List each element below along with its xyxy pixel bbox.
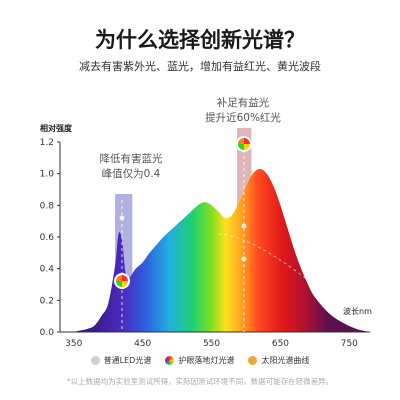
- eye-care-spectrum-dot-icon: [165, 356, 175, 365]
- legend-item-ordinary: 普通LED光谱: [90, 355, 152, 366]
- legend-label-ordinary: 普通LED光谱: [103, 356, 152, 365]
- x-tick-label: 550: [203, 339, 220, 349]
- y-tick-label: 0.2: [40, 296, 54, 306]
- legend-label-eye-care: 护眼落地灯光谱: [178, 356, 235, 365]
- ordinary-led-dot-icon: [90, 356, 100, 365]
- blue-reduction-annotation: 降低有害蓝光 峰值仅为0.4: [90, 152, 172, 182]
- y-tick-label: 0.8: [40, 201, 55, 211]
- x-axis-label: 波长nm: [343, 307, 372, 316]
- y-axis-label: 相对强度: [40, 124, 72, 133]
- x-tick-label: 450: [134, 339, 151, 349]
- y-tick-label: 0.0: [40, 328, 55, 338]
- red-boost-line1: 补足有益光: [216, 97, 270, 109]
- spectrum-area: [73, 168, 371, 332]
- chart-legend: 普通LED光谱 护眼落地灯光谱 太阳光谱曲线: [0, 355, 400, 366]
- sunlight-dot-icon: [248, 356, 258, 365]
- legend-item-sunlight: 太阳光谱曲线: [248, 355, 309, 366]
- page-subtitle: 减去有害紫外光、蓝光，增加有益红光、黄光波段: [79, 60, 321, 73]
- x-tick-label: 650: [272, 339, 289, 349]
- sample-point: [119, 215, 125, 221]
- x-tick-label: 350: [65, 339, 82, 349]
- sample-point: [241, 256, 247, 262]
- blue-reduction-line1: 降低有害蓝光: [99, 153, 163, 165]
- blue-reduction-line2: 峰值仅为0.4: [101, 168, 161, 180]
- red-boost-annotation: 补足有益光 提升近60%红光: [198, 96, 288, 126]
- y-tick-label: 0.6: [40, 233, 55, 243]
- footnote: *以上数据均为实验室测试所得，实际因测试环境不同，数据可能存在轻微差异。: [66, 377, 334, 386]
- blue-band-badge-icon: [114, 273, 130, 289]
- y-tick-label: 1.2: [40, 138, 54, 148]
- red-boost-line2: 提升近60%红光: [205, 112, 281, 124]
- sunlight-curve: [218, 233, 364, 327]
- sample-point: [241, 223, 247, 229]
- x-tick-label: 750: [341, 339, 358, 349]
- y-tick-label: 0.4: [40, 265, 55, 275]
- legend-label-sunlight: 太阳光谱曲线: [261, 356, 310, 365]
- red-band-badge-icon: [235, 136, 252, 152]
- y-tick-label: 1.0: [40, 170, 55, 180]
- page-title: 为什么选择创新光谱？: [95, 28, 305, 52]
- legend-item-eye-care: 护眼落地灯光谱: [165, 355, 234, 366]
